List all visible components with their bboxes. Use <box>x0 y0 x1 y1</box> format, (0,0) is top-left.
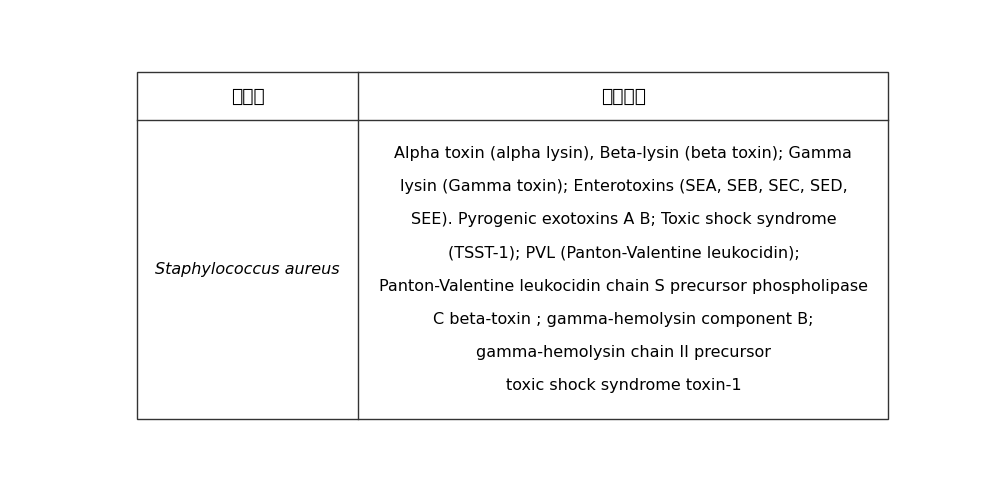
Text: Panton-Valentine leukocidin chain S precursor phospholipase: Panton-Valentine leukocidin chain S prec… <box>379 279 868 294</box>
Text: lysin (Gamma toxin); Enterotoxins (SEA, SEB, SEC, SED,: lysin (Gamma toxin); Enterotoxins (SEA, … <box>400 179 847 194</box>
Text: gamma-hemolysin chain II precursor: gamma-hemolysin chain II precursor <box>476 345 771 360</box>
Bar <box>137 72 888 120</box>
Text: C beta-toxin ; gamma-hemolysin component B;: C beta-toxin ; gamma-hemolysin component… <box>433 312 814 327</box>
Text: (TSST-1); PVL (Panton-Valentine leukocidin);: (TSST-1); PVL (Panton-Valentine leukocid… <box>448 245 799 261</box>
Text: 基因源: 基因源 <box>231 87 264 106</box>
Text: Alpha toxin (alpha lysin), Beta-lysin (beta toxin); Gamma: Alpha toxin (alpha lysin), Beta-lysin (b… <box>394 146 852 161</box>
Text: 毒性基因: 毒性基因 <box>601 87 646 106</box>
Text: Staphylococcus aureus: Staphylococcus aureus <box>155 262 340 277</box>
Text: SEE). Pyrogenic exotoxins A B; Toxic shock syndrome: SEE). Pyrogenic exotoxins A B; Toxic sho… <box>411 212 836 227</box>
Text: toxic shock syndrome toxin-1: toxic shock syndrome toxin-1 <box>506 378 741 393</box>
